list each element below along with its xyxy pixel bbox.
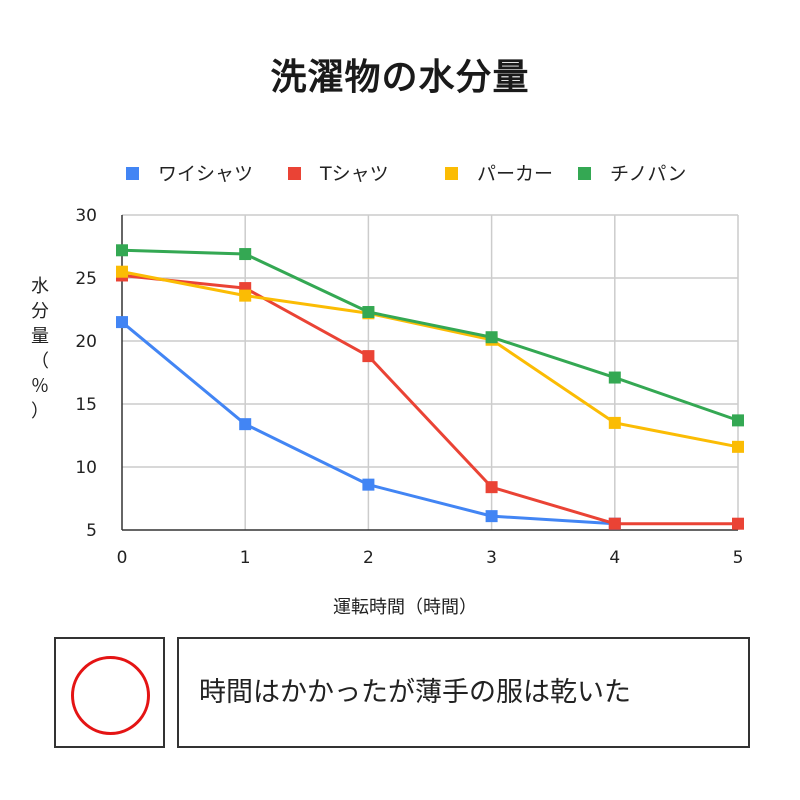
legend-swatch	[445, 167, 458, 180]
evaluation-comment: 時間はかかったが薄手の服は乾いた	[199, 677, 631, 708]
data-point	[116, 244, 128, 257]
series-3	[116, 265, 744, 453]
series-4	[116, 244, 744, 427]
x-axis-label: 運転時間（時間）	[333, 597, 477, 618]
data-point	[608, 371, 621, 384]
series-line	[121, 270, 739, 449]
chart-legend: ワイシャツ Tシャツ パーカー チノパン	[126, 163, 686, 185]
x-tick-label: 5	[733, 548, 744, 568]
data-point	[239, 418, 252, 431]
evaluation-comment-box: 時間はかかったが薄手の服は乾いた	[177, 637, 750, 748]
legend-label: チノパン	[610, 163, 686, 185]
data-point	[608, 416, 621, 429]
x-tick-label: 3	[486, 548, 497, 568]
series-line	[121, 273, 738, 526]
y-tick-label: 15	[75, 395, 97, 415]
data-point	[732, 517, 744, 530]
legend-swatch	[126, 167, 139, 180]
data-point	[239, 248, 252, 261]
y-axis-label: 水分量（％）	[31, 276, 49, 422]
chart-series	[116, 244, 744, 530]
data-point	[362, 306, 375, 319]
y-tick-label: 30	[75, 206, 97, 226]
series-line	[121, 248, 739, 422]
legend-swatch	[578, 167, 591, 180]
data-point	[116, 265, 128, 278]
legend-label: ワイシャツ	[158, 163, 253, 185]
x-tick-label: 2	[363, 548, 374, 568]
legend-label: パーカー	[477, 163, 553, 185]
chart-grid	[122, 214, 739, 530]
y-tick-label: 10	[75, 458, 97, 478]
data-point	[116, 316, 128, 329]
line-chart: ワイシャツ Tシャツ パーカー チノパン 5 10 15 20 25 30 0 1 2 3 4 5 運転時間（…	[31, 163, 744, 618]
data-point	[732, 414, 744, 427]
data-point	[608, 517, 621, 530]
data-point	[485, 510, 498, 523]
legend-swatch	[288, 167, 301, 180]
x-tick-label: 1	[240, 548, 251, 568]
y-tick-label: 20	[75, 332, 97, 352]
data-point	[362, 478, 375, 491]
red-circle-mark-icon	[71, 656, 150, 735]
chart-title: 洗濯物の水分量	[270, 57, 530, 98]
legend-label: Tシャツ	[319, 163, 389, 185]
chart-axis-labels: 5 10 15 20 25 30 0 1 2 3 4 5 運転時間（時間） 水分量（％）	[31, 206, 743, 618]
data-point	[485, 331, 498, 344]
chart-axes	[121, 215, 738, 531]
y-tick-label: 5	[86, 521, 97, 541]
data-point	[485, 481, 498, 494]
series-2	[116, 269, 744, 530]
data-point	[239, 289, 252, 302]
evaluation-mark-box	[54, 637, 165, 748]
y-tick-label: 25	[75, 269, 97, 289]
data-point	[732, 440, 744, 453]
x-tick-label: 0	[117, 548, 128, 568]
data-point	[362, 350, 375, 363]
x-tick-label: 4	[609, 548, 620, 568]
